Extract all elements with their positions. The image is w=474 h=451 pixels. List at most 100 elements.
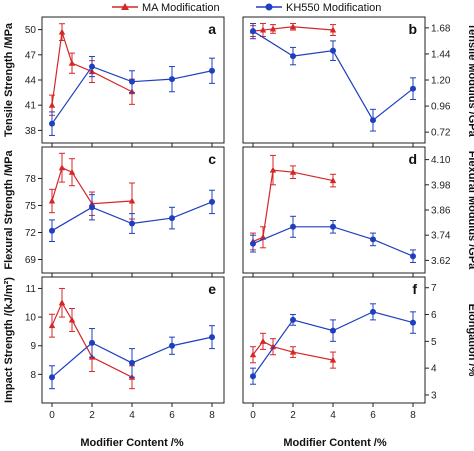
legend-kh-label: KH550 Modification [286,2,381,14]
series-kh-point [169,342,175,349]
y-tick-label: 3.62 [431,256,451,267]
panel-frame [242,276,426,404]
panel-frame [242,146,426,274]
panel-letter: d [408,151,417,167]
x-tick-label: 0 [250,410,256,421]
y-tick-label: 0.96 [431,102,451,113]
series-kh-point [330,327,336,334]
series-ma-point [259,26,267,33]
series-kh-point [250,28,256,35]
y-axis-title: Tensile Strength /MPa [3,22,15,137]
series-kh-point [49,120,55,127]
series-kh-point [410,85,416,92]
series-kh-point [169,76,175,83]
series-kh-point [330,223,336,230]
y-tick-label: 47 [25,50,37,61]
series-ma-point [289,348,297,355]
series-kh-point [370,308,376,315]
y-axis-title: Flexural Modulus /GPa [466,151,474,270]
panel-d-flexural-modulus: 3.62 3.74 3.86 3.98 4.10 Flexural Modulus /GP… [242,146,474,277]
series-kh-point [370,117,376,124]
y-tick-label: 1.68 [431,23,451,34]
y-tick-label: 1.44 [431,49,451,60]
series-ma-point [289,168,297,175]
series-ma-point [48,197,56,204]
series-kh-point [250,373,256,380]
panel-a-tensile-strength: 38 41 44 47 50 Tensile Strength /MPa a [3,16,225,147]
y-tick-label: 0.72 [431,128,451,139]
series-kh-point [49,374,55,381]
panel-frame [41,276,225,404]
series-kh-point [250,240,256,247]
series-kh-point [370,236,376,243]
x-tick-label: 2 [290,410,296,421]
legend-kh-marker [265,3,273,11]
y-tick-label: 5 [431,337,437,348]
x-tick-label: 8 [410,410,416,421]
series-ma-point [58,299,66,306]
y-tick-label: 44 [25,76,37,87]
series-kh-point [290,223,296,230]
y-axis-title: Impact Strength /(kJ/m²) [3,277,15,403]
panel-letter: c [208,151,216,167]
x-axis-title-left: Modifier Content /% [80,437,183,449]
y-tick-label: 3 [431,390,437,401]
y-tick-label: 69 [25,255,37,266]
y-tick-label: 1.20 [431,76,451,87]
legend-ma-label: MA Modification [142,2,220,14]
series-ma-point [68,168,76,175]
panel-b-tensile-modulus: 0.72 0.96 1.20 1.44 1.68 Tensile Modulus /GPa… [242,16,474,147]
series-ma-point [259,337,267,344]
y-tick-label: 3.74 [431,231,451,242]
legend-ma-marker [121,3,129,10]
series-kh-point [49,227,55,234]
series-ma-point [68,59,76,66]
y-tick-label: 3.86 [431,206,451,217]
panel-frame [41,146,225,274]
series-kh-point [410,253,416,260]
y-tick-label: 10 [25,313,37,324]
series-ma-point [329,177,337,184]
y-tick-label: 7 [431,283,437,294]
x-tick-label: 2 [89,410,95,421]
series-kh-point [89,339,95,346]
series-kh-point [129,220,135,227]
y-tick-label: 6 [431,310,437,321]
panel-letter: e [208,281,216,297]
panel-letter: b [408,21,417,37]
x-axis-title-right: Modifier Content /% [283,437,386,449]
series-kh-point [209,334,215,341]
y-tick-label: 72 [25,228,37,239]
series-kh-point [290,316,296,323]
y-tick-label: 4.10 [431,155,451,166]
series-ma-point [128,197,136,204]
series-ma-point [329,356,337,363]
series-kh-point [169,215,175,222]
series-ma-point [269,25,277,32]
y-tick-label: 41 [25,101,37,112]
series-ma-point [289,23,297,30]
y-tick-label: 11 [26,284,37,295]
series-kh-point [330,47,336,54]
y-axis-title: Elongation /% [466,304,474,377]
y-tick-label: 75 [25,201,37,212]
panel-letter: f [412,281,417,297]
panel-c-flexural-strength: 69 72 75 78 Flexural Strength /MPa c [3,146,225,277]
series-ma-point [249,351,257,358]
y-tick-label: 50 [25,25,37,36]
series-ma-point [48,101,56,108]
legend: MA Modification KH550 Modification [112,2,381,14]
x-tick-label: 6 [370,410,376,421]
panel-f-elongation: 3 4 5 6 7 0 2 4 6 8 Elongation /% f [242,276,474,421]
series-kh-point [89,204,95,211]
series-ma-point [269,343,277,350]
y-tick-label: 9 [30,341,36,352]
series-ma-point [48,322,56,329]
series-ma-point [58,28,66,35]
series-kh-point [290,53,296,60]
y-axis-title: Flexural Strength /MPa [3,150,15,270]
series-kh-point [129,78,135,85]
y-tick-label: 3.98 [431,180,451,191]
series-ma-point [58,164,66,171]
